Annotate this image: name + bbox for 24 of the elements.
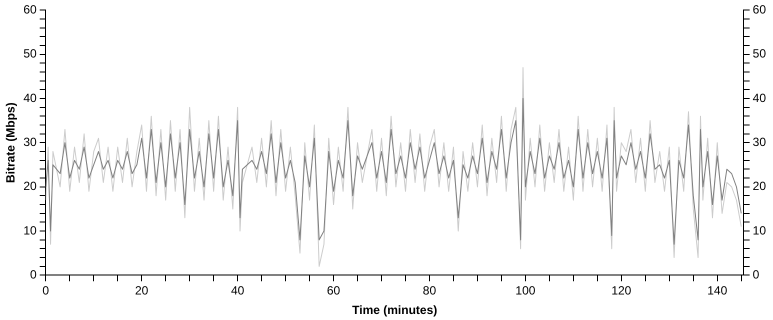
x-tick-label: 20 bbox=[135, 284, 149, 298]
y2-tick-label: 0 bbox=[752, 268, 760, 282]
x-tick-label: 60 bbox=[326, 284, 341, 298]
y-tick-label: 40 bbox=[23, 90, 38, 105]
y-tick-label: 30 bbox=[23, 135, 38, 150]
y-tick-label: 60 bbox=[23, 2, 38, 17]
y-tick-label: 20 bbox=[23, 179, 38, 194]
y2-tick-label: 10 bbox=[752, 223, 766, 238]
y2-tick-label: 40 bbox=[752, 90, 766, 105]
y2-tick-label: 20 bbox=[752, 179, 766, 194]
y-tick-label: 10 bbox=[23, 223, 38, 238]
y2-tick-label: 60 bbox=[752, 2, 766, 17]
x-tick-label: 120 bbox=[611, 284, 632, 298]
y-axis-title: Bitrate (Mbps) bbox=[4, 102, 18, 184]
y2-tick-label: 50 bbox=[752, 46, 766, 61]
x-axis-title: Time (minutes) bbox=[352, 303, 438, 318]
y2-tick-label: 30 bbox=[752, 135, 766, 150]
x-tick-label: 140 bbox=[707, 284, 728, 298]
x-tick-label: 40 bbox=[230, 284, 245, 298]
y-tick-label: 50 bbox=[23, 46, 38, 61]
x-tick-label: 0 bbox=[42, 284, 50, 298]
y-tick-label: 0 bbox=[30, 268, 38, 282]
x-tick-label: 80 bbox=[422, 284, 436, 298]
x-tick-label: 100 bbox=[515, 284, 536, 298]
